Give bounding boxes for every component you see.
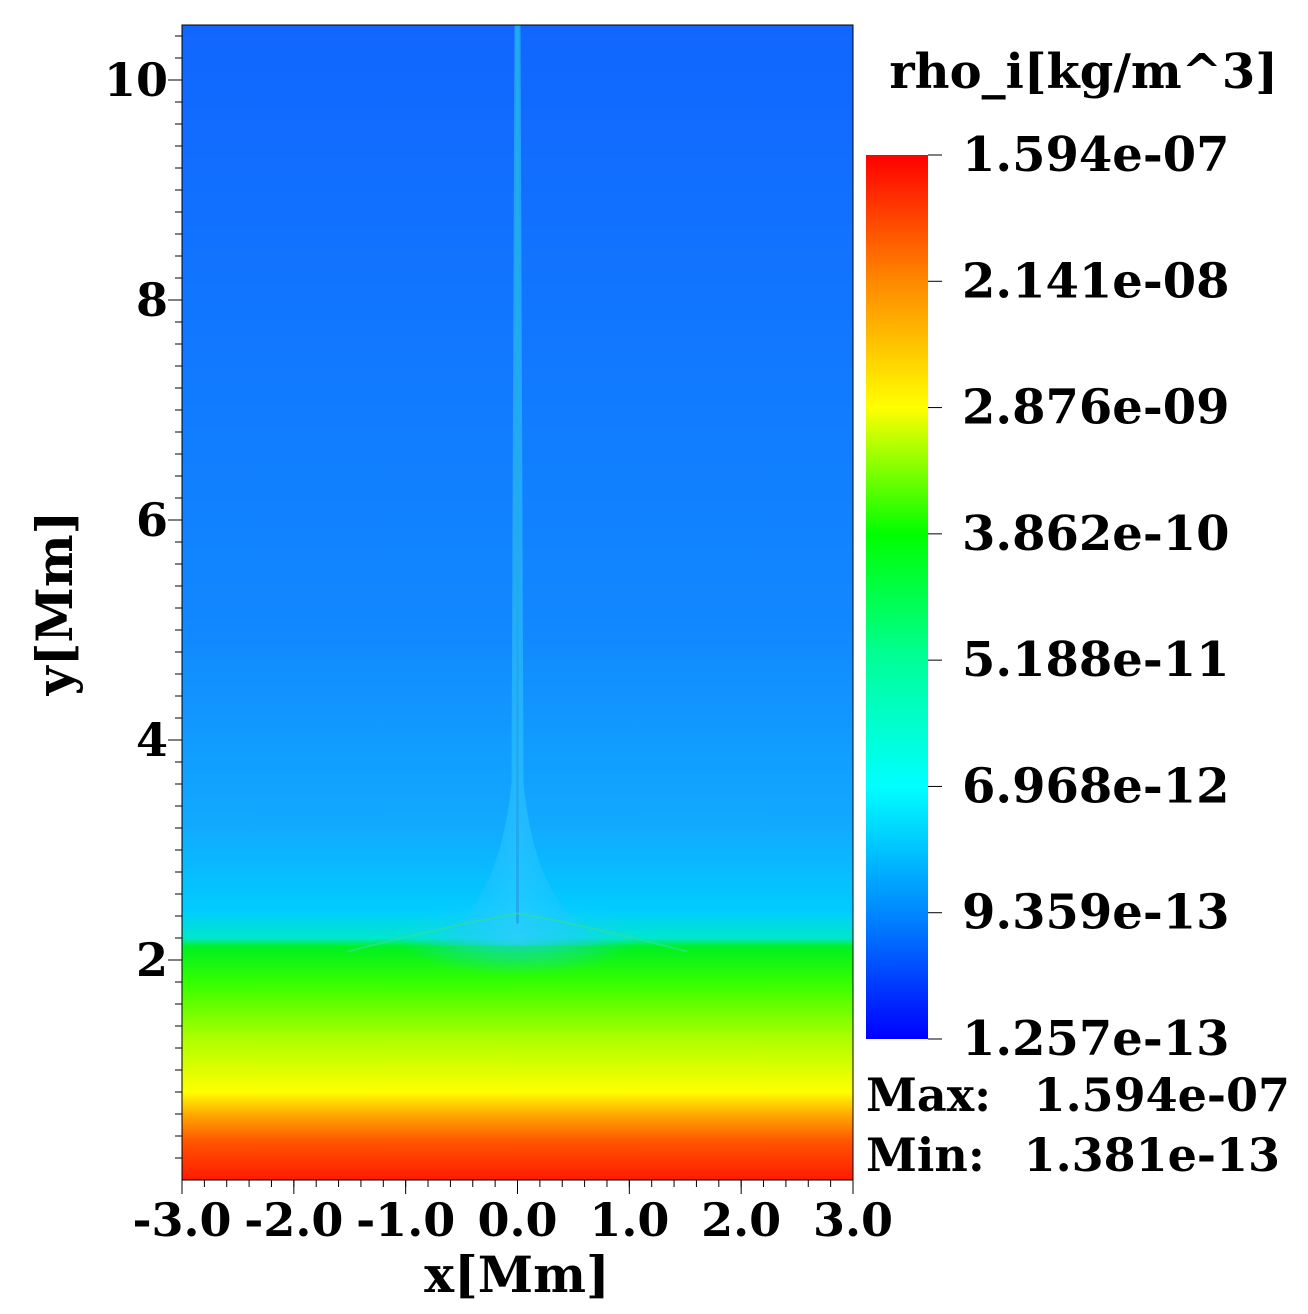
- colorbar-tick-label: 6.968e-12: [962, 758, 1230, 814]
- y-axis-title: y[Mm]: [25, 511, 84, 697]
- colorbar-tick-label: 9.359e-13: [962, 885, 1230, 941]
- x-axis-title: x[Mm]: [424, 1245, 609, 1304]
- jet-features: [347, 25, 688, 976]
- colorbar-tick-label: 1.257e-13: [962, 1011, 1230, 1067]
- y-tick-label: 10: [104, 53, 168, 107]
- max-value: 1.594e-07: [1034, 1068, 1290, 1122]
- colorbar-gradient: [866, 155, 928, 1039]
- stats-box: Max: 1.594e-07 Min: 1.381e-13: [866, 1068, 1290, 1182]
- min-label: Min:: [866, 1128, 985, 1182]
- x-tick-label: 3.0: [813, 1193, 893, 1247]
- y-tick-label: 2: [136, 933, 168, 987]
- y-axis: 2 4 6 8 10: [104, 35, 182, 1159]
- x-tick-label: -1.0: [356, 1193, 455, 1247]
- colorbar-tick-label: 2.876e-09: [962, 380, 1230, 436]
- colorbar-tick-label: 5.188e-11: [962, 632, 1230, 688]
- colorbar-tick-label: 3.862e-10: [962, 506, 1230, 562]
- x-tick-label: 2.0: [701, 1193, 781, 1247]
- x-tick-label: 1.0: [589, 1193, 669, 1247]
- plot-area: [182, 25, 853, 1180]
- min-value: 1.381e-13: [1024, 1128, 1280, 1182]
- x-tick-label: -2.0: [244, 1193, 343, 1247]
- colorbar-tick-label: 1.594e-07: [962, 127, 1230, 183]
- colorbar-title: rho_i[kg/m^3]: [889, 44, 1278, 100]
- x-axis: -3.0 -2.0 -1.0 0.0 1.0 2.0 3.0: [132, 1180, 893, 1247]
- shock-right: [517, 912, 688, 953]
- colorbar-tick-label: 2.141e-08: [962, 253, 1230, 309]
- x-tick-label: -3.0: [132, 1193, 231, 1247]
- colorbar: rho_i[kg/m^3] 1.594e-07 2.141e-08 2.876e-0…: [866, 44, 1278, 1067]
- y-tick-label: 6: [136, 493, 168, 547]
- y-tick-label: 4: [136, 713, 168, 767]
- x-tick-label: 0.0: [477, 1193, 557, 1247]
- y-tick-label: 8: [136, 273, 168, 327]
- shock-left: [347, 912, 518, 953]
- colorbar-ticks: 1.594e-07 2.141e-08 2.876e-09 3.862e-10 5.18…: [928, 127, 1230, 1067]
- max-label: Max:: [866, 1068, 991, 1122]
